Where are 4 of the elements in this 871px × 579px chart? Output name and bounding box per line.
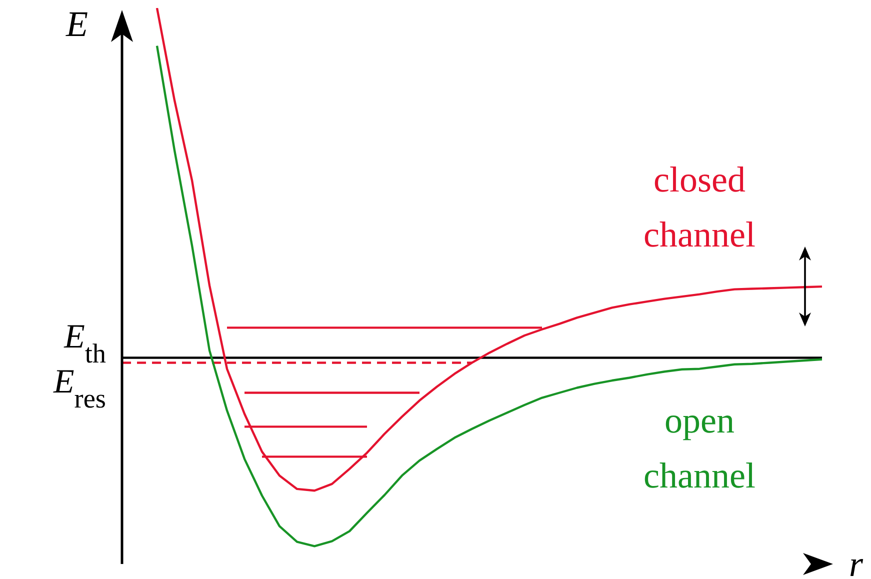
- series-label: closed channel: [644, 160, 756, 255]
- x-axis-title: r: [849, 544, 864, 579]
- series-label: open channel: [644, 400, 756, 496]
- y-axis-title: E: [65, 4, 88, 44]
